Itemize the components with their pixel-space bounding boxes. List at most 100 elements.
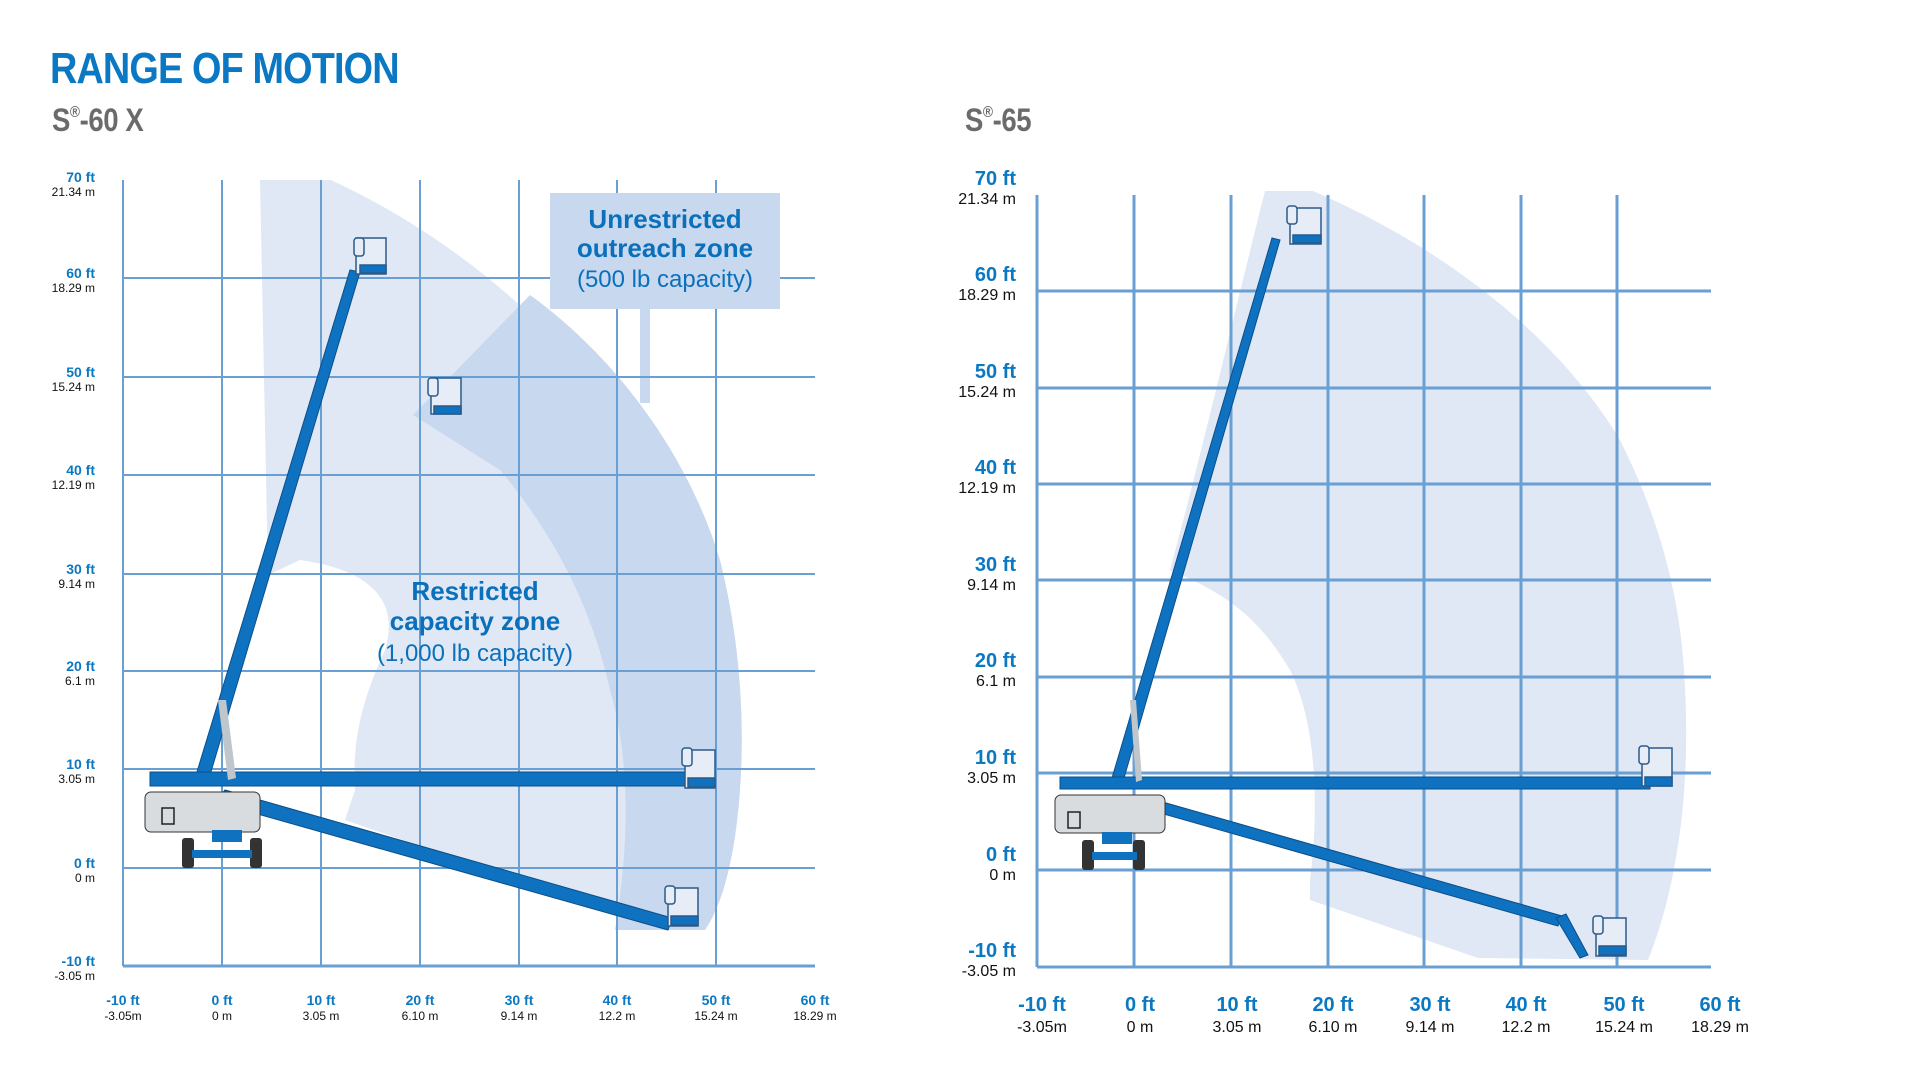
x-axis-labels: -10 ft -3.05m 0 ft 0 m 10 ft 3.05 m 20 f… [1017, 994, 1749, 1036]
chart-s60x: 70 ft 21.34 m 60 ft 18.29 m 50 ft 15.24 … [52, 169, 837, 1023]
y-axis-labels: 70 ft 21.34 m 60 ft 18.29 m 50 ft 15.24 … [958, 168, 1016, 980]
platform-icon [1286, 205, 1322, 245]
y-tick-m: 21.34 m [958, 191, 1016, 208]
x-tick-ft: -10 ft [106, 992, 140, 1008]
y-tick-m: 12.19 m [52, 478, 95, 492]
x-tick-m: 15.24 m [694, 1009, 737, 1023]
y-tick-m: 0 m [989, 867, 1016, 884]
boom-drawings [1059, 237, 1651, 959]
x-tick-m: 6.10 m [402, 1009, 439, 1023]
y-tick-m: 15.24 m [958, 384, 1016, 401]
x-tick-ft: 60 ft [801, 992, 830, 1008]
registered-mark: ® [69, 104, 80, 121]
restricted-zone [260, 180, 738, 930]
platform-icon [353, 237, 387, 275]
x-tick-ft: 40 ft [603, 992, 632, 1008]
unrestricted-zone-label-box [550, 193, 780, 309]
y-tick-ft: 0 ft [74, 855, 95, 871]
x-tick-ft: 10 ft [307, 992, 336, 1008]
x-tick-m: 9.14 m [501, 1009, 538, 1023]
platform-icon [664, 885, 699, 927]
model-suffix: -60 X [79, 102, 144, 138]
x-tick-m: 18.29 m [1691, 1019, 1749, 1036]
x-tick-m: 18.29 m [793, 1009, 836, 1023]
zone-title: Unrestricted [588, 204, 741, 234]
page-title: RANGE OF MOTION [50, 44, 400, 93]
platforms [1286, 205, 1673, 957]
x-tick-ft: -10 ft [1018, 994, 1066, 1016]
x-tick-m: -3.05m [104, 1009, 141, 1023]
y-tick-ft: 70 ft [975, 168, 1016, 190]
x-tick-ft: 20 ft [406, 992, 435, 1008]
y-tick-ft: 30 ft [66, 561, 95, 577]
y-tick-ft: 20 ft [66, 658, 95, 674]
y-tick-ft: 10 ft [975, 747, 1016, 769]
boom-drawings [149, 269, 691, 931]
x-tick-m: 9.14 m [1406, 1019, 1455, 1036]
y-tick-m: 9.14 m [967, 577, 1016, 594]
platform-icon [1592, 915, 1627, 957]
x-tick-m: 0 m [1127, 1019, 1154, 1036]
x-tick-m: 15.24 m [1595, 1019, 1653, 1036]
unrestricted-zone [413, 295, 742, 930]
x-tick-m: 3.05 m [1213, 1019, 1262, 1036]
y-tick-m: -3.05 m [54, 969, 95, 983]
chart-s65: 70 ft 21.34 m 60 ft 18.29 m 50 ft 15.24 … [958, 168, 1749, 1036]
unrestricted-zone-label: Unrestricted outreach zone (500 lb capac… [577, 204, 753, 293]
x-axis-labels: -10 ft -3.05m 0 ft 0 m 10 ft 3.05 m 20 f… [104, 992, 836, 1023]
y-tick-m: 3.05 m [967, 770, 1016, 787]
y-tick-m: -3.05 m [962, 963, 1016, 980]
x-tick-m: -3.05m [1017, 1019, 1067, 1036]
x-tick-m: 12.2 m [599, 1009, 636, 1023]
y-tick-ft: 20 ft [975, 650, 1016, 672]
zone-title: outreach zone [577, 233, 753, 263]
y-tick-m: 18.29 m [958, 287, 1016, 304]
x-tick-ft: 50 ft [1603, 994, 1644, 1016]
platform-icon [681, 747, 716, 789]
platform-icon [1638, 745, 1673, 787]
y-tick-m: 6.1 m [976, 673, 1016, 690]
zone-title: capacity zone [390, 606, 561, 636]
x-tick-ft: 50 ft [702, 992, 731, 1008]
x-tick-ft: 10 ft [1216, 994, 1257, 1016]
restricted-zone-label: Restricted capacity zone (1,000 lb capac… [377, 576, 573, 667]
y-tick-ft: -10 ft [968, 940, 1016, 962]
y-tick-ft: 60 ft [66, 265, 95, 281]
x-tick-m: 6.10 m [1309, 1019, 1358, 1036]
y-tick-m: 18.29 m [52, 281, 95, 295]
y-tick-ft: 50 ft [975, 361, 1016, 383]
model-prefix: S [52, 102, 70, 138]
machine-chassis [1054, 794, 1166, 870]
y-tick-m: 9.14 m [58, 577, 95, 591]
y-axis-labels: 70 ft 21.34 m 60 ft 18.29 m 50 ft 15.24 … [52, 169, 96, 983]
y-tick-m: 12.19 m [958, 480, 1016, 497]
y-tick-ft: 10 ft [66, 756, 95, 772]
work-envelope [1170, 191, 1687, 960]
y-tick-ft: 30 ft [975, 554, 1016, 576]
zone-capacity: (1,000 lb capacity) [377, 640, 573, 667]
x-tick-ft: 30 ft [1409, 994, 1450, 1016]
x-tick-ft: 60 ft [1699, 994, 1740, 1016]
model-title-s65: S®-65 [965, 102, 1032, 139]
machine-chassis [144, 791, 262, 868]
y-tick-ft: 40 ft [66, 462, 95, 478]
platform-icon [427, 377, 462, 415]
y-tick-ft: 60 ft [975, 264, 1016, 286]
y-tick-ft: 0 ft [986, 844, 1016, 866]
y-tick-ft: -10 ft [62, 953, 96, 969]
model-title-s60x: S®-60 X [52, 102, 144, 139]
grid [1035, 195, 1711, 969]
y-tick-m: 15.24 m [52, 380, 95, 394]
model-prefix: S [965, 102, 983, 138]
y-tick-m: 21.34 m [52, 185, 95, 199]
x-tick-m: 3.05 m [303, 1009, 340, 1023]
y-tick-m: 6.1 m [65, 674, 95, 688]
y-tick-ft: 50 ft [66, 364, 95, 380]
zone-capacity: (500 lb capacity) [577, 266, 753, 293]
x-tick-ft: 20 ft [1312, 994, 1353, 1016]
model-suffix: -65 [992, 102, 1032, 138]
y-tick-m: 0 m [75, 871, 95, 885]
y-tick-m: 3.05 m [58, 772, 95, 786]
x-tick-ft: 0 ft [1125, 994, 1155, 1016]
